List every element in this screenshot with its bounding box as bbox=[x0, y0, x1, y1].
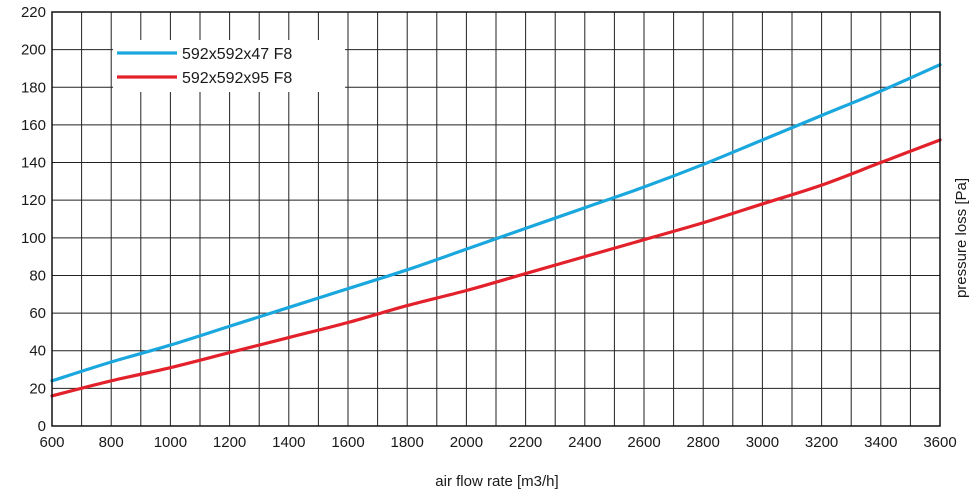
y-tick-label: 220 bbox=[21, 4, 46, 21]
x-tick-label: 2800 bbox=[687, 434, 720, 451]
x-tick-label: 3200 bbox=[805, 434, 838, 451]
legend-label-1: 592x592x47 F8 bbox=[182, 46, 292, 63]
y-tick-label: 100 bbox=[21, 230, 46, 247]
x-tick-label: 2400 bbox=[568, 434, 601, 451]
series-lines bbox=[50, 63, 942, 398]
x-tick-label: 1200 bbox=[213, 434, 246, 451]
y-axis-title: pressure loss [Pa] bbox=[953, 178, 970, 298]
x-tick-label: 1800 bbox=[391, 434, 424, 451]
y-axis-ticks: 0 20 40 60 80 100 120 140 160 180 200 220 bbox=[21, 4, 46, 435]
series-line-2 bbox=[50, 138, 942, 398]
x-tick-label: 3000 bbox=[746, 434, 779, 451]
plot-border bbox=[51, 11, 941, 427]
x-tick-label: 600 bbox=[39, 434, 64, 451]
legend-label-2: 592x592x95 F8 bbox=[182, 70, 292, 87]
legend: 592x592x47 F8 592x592x95 F8 bbox=[113, 40, 345, 92]
y-tick-label: 160 bbox=[21, 117, 46, 134]
legend-background bbox=[113, 40, 345, 92]
x-tick-label: 2200 bbox=[509, 434, 542, 451]
y-tick-label: 120 bbox=[21, 192, 46, 209]
y-tick-label: 40 bbox=[29, 343, 46, 360]
y-tick-label: 200 bbox=[21, 42, 46, 59]
x-tick-label: 3400 bbox=[864, 434, 897, 451]
x-axis-title: air flow rate [m3/h] bbox=[435, 473, 558, 490]
x-tick-label: 800 bbox=[99, 434, 124, 451]
x-tick-label: 2000 bbox=[450, 434, 483, 451]
y-tick-label: 180 bbox=[21, 79, 46, 96]
y-tick-label: 80 bbox=[29, 267, 46, 284]
x-axis-ticks: 600 800 1000 1200 1400 1600 1800 2000 2200 2400 26… bbox=[39, 434, 956, 451]
x-tick-label: 2600 bbox=[627, 434, 660, 451]
y-tick-label: 60 bbox=[29, 305, 46, 322]
x-tick-label: 1400 bbox=[272, 434, 305, 451]
x-tick-label: 1000 bbox=[154, 434, 187, 451]
plot-frame bbox=[51, 11, 941, 427]
x-tick-label: 3600 bbox=[923, 434, 956, 451]
y-tick-label: 20 bbox=[29, 380, 46, 397]
x-tick-label: 1600 bbox=[331, 434, 364, 451]
y-tick-label: 140 bbox=[21, 155, 46, 172]
series-line-1 bbox=[50, 63, 942, 383]
y-tick-label: 0 bbox=[38, 418, 46, 435]
